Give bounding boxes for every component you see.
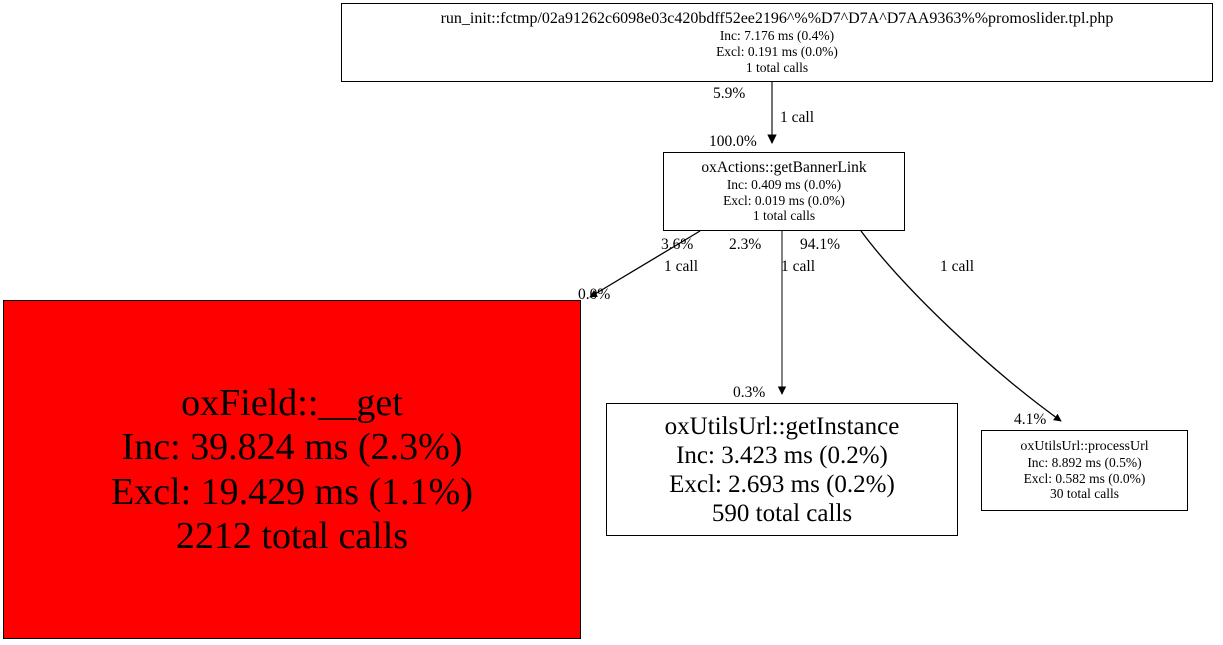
node-inclusive-time: Inc: 39.824 ms (2.3%) [121,426,463,469]
edge-label-head-percent-root-bannerlink: 100.0% [709,133,757,150]
node-inclusive-time: Inc: 3.423 ms (0.2%) [676,441,888,469]
node-oxactions-getbannerlink[interactable]: oxActions::getBannerLink Inc: 0.409 ms (… [663,152,905,231]
node-exclusive-time: Excl: 0.582 ms (0.0%) [1023,470,1146,486]
node-total-calls: 30 total calls [1050,486,1119,502]
node-oxutilsurl-processurl[interactable]: oxUtilsUrl::processUrl Inc: 8.892 ms (0.… [981,430,1188,511]
edge-label-calls-bannerlink-oxfield: 1 call [664,258,698,275]
node-exclusive-time: Excl: 0.191 ms (0.0%) [716,43,838,59]
node-inclusive-time: Inc: 0.409 ms (0.0%) [726,177,842,192]
node-exclusive-time: Excl: 0.019 ms (0.0%) [723,192,845,208]
node-inclusive-time: Inc: 8.892 ms (0.5%) [1027,455,1142,471]
edge-label-tail-percent-bannerlink-getinstance: 2.3% [729,236,762,253]
node-function-name: oxUtilsUrl::processUrl [1020,438,1149,454]
node-total-calls: 2212 total calls [175,514,409,557]
node-oxfield-get[interactable]: oxField::__get Inc: 39.824 ms (2.3%) Exc… [3,300,581,639]
node-function-name: oxActions::getBannerLink [701,159,867,177]
node-run-init-promoslider[interactable]: run_init::fctmp/02a91262c6098e03c420bdff… [341,3,1213,82]
edge-label-calls-bannerlink-processurl: 1 call [940,258,974,275]
edge-label-tail-percent-root-bannerlink: 5.9% [713,85,746,102]
edge-label-calls-root-bannerlink: 1 call [780,109,814,126]
node-function-name: oxField::__get [181,382,403,425]
edge-label-calls-bannerlink-getinstance: 1 call [781,258,815,275]
node-oxutilsurl-getinstance[interactable]: oxUtilsUrl::getInstance Inc: 3.423 ms (0… [606,403,958,536]
node-function-name: oxUtilsUrl::getInstance [664,412,900,440]
node-total-calls: 1 total calls [752,208,816,224]
node-inclusive-time: Inc: 7.176 ms (0.4%) [719,28,835,44]
node-exclusive-time: Excl: 2.693 ms (0.2%) [669,470,895,498]
node-function-name: run_init::fctmp/02a91262c6098e03c420bdff… [440,9,1114,27]
edge-label-tail-percent-bannerlink-processurl: 94.1% [800,236,841,253]
node-total-calls: 590 total calls [711,499,853,527]
edge-label-head-percent-bannerlink-processurl: 4.1% [1014,411,1047,428]
edge-label-tail-percent-bannerlink-oxfield: 3.6% [661,236,694,253]
edge-label-head-percent-bannerlink-getinstance: 0.3% [733,384,766,401]
edge-label-head-percent-bannerlink-oxfield: 0.0% [578,286,611,303]
node-exclusive-time: Excl: 19.429 ms (1.1%) [110,470,473,513]
node-total-calls: 1 total calls [745,59,809,75]
